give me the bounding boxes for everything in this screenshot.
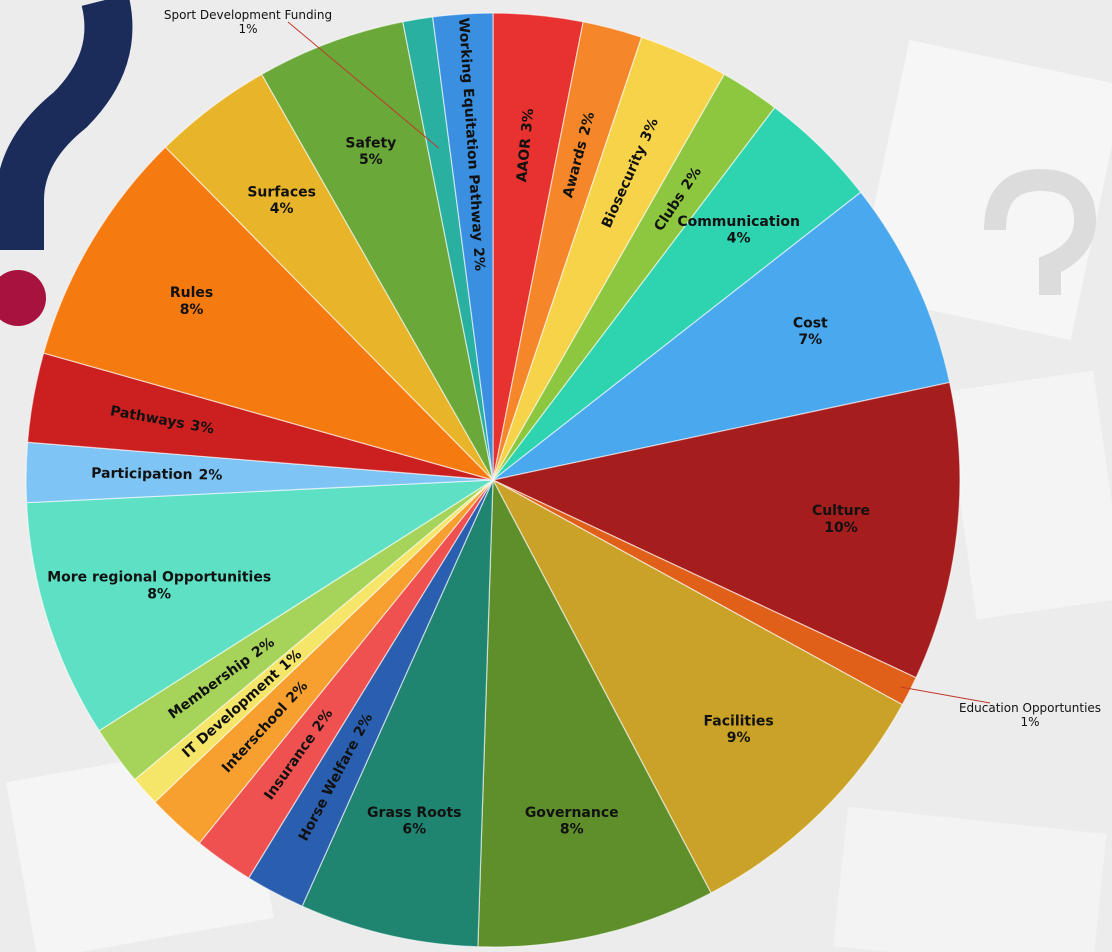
slice-label: Surfaces 4%: [247, 184, 316, 217]
slice: [491, 478, 904, 894]
slice-label: Education Opportunties 1%: [959, 700, 1101, 728]
faint-question-mark: [984, 168, 1097, 295]
category-label: Facilities: [704, 713, 774, 729]
slice-label: Governance 8%: [525, 805, 619, 838]
category-label: AAOR: [514, 137, 534, 183]
value-label: 4%: [270, 201, 294, 217]
value-label: 8%: [147, 586, 171, 602]
slice: [492, 191, 951, 481]
value-label: 1%: [1020, 715, 1039, 729]
slice-label: Participation 2%: [91, 465, 222, 483]
category-label: Cost: [793, 315, 828, 331]
question-mark: [0, 0, 133, 250]
category-label: Surfaces: [247, 184, 316, 200]
paper: [833, 806, 1107, 952]
category-label: Participation: [91, 465, 193, 483]
slice-label: Sport Development Funding 1%: [164, 7, 332, 35]
category-label: Safety: [345, 135, 396, 151]
value-label: 5%: [359, 152, 383, 168]
slice: [260, 21, 494, 481]
question-dot: [0, 270, 46, 326]
slice-label: Communication 4%: [677, 214, 800, 247]
slice-label: Facilities 9%: [704, 713, 774, 746]
slice-label: More regional Opportunities 8%: [47, 570, 271, 603]
slice: [25, 479, 496, 732]
value-label: 9%: [727, 730, 751, 746]
value-label: 3%: [519, 108, 537, 133]
pie: [25, 12, 961, 948]
value-label: 8%: [180, 302, 204, 318]
slice: [477, 477, 712, 948]
value-label: 2%: [577, 110, 599, 137]
paper: [944, 370, 1112, 620]
category-label: Grass Roots: [367, 805, 461, 821]
slice: [301, 479, 494, 948]
value-label: 2%: [198, 467, 222, 483]
slice: [491, 381, 961, 679]
leader-line: [287, 21, 440, 149]
slice-label: AAOR 3%: [514, 108, 537, 183]
value-label: 4%: [727, 231, 751, 247]
slice-label: Safety 5%: [345, 135, 396, 168]
value-label: 10%: [824, 520, 858, 536]
slice-label: Culture 10%: [812, 503, 870, 536]
category-label: Governance: [525, 805, 619, 821]
value-label: 1%: [238, 22, 257, 36]
category-label: More regional Opportunities: [47, 570, 271, 586]
leader-line: [901, 686, 991, 704]
value-label: 2%: [470, 247, 488, 272]
slice: [431, 12, 494, 481]
category-label: Sport Development Funding: [164, 7, 332, 21]
value-label: 3%: [189, 418, 215, 438]
slice-label: Grass Roots 6%: [367, 805, 461, 838]
value-label: 7%: [798, 332, 822, 348]
category-label: Communication: [677, 214, 800, 230]
category-label: Rules: [170, 285, 213, 301]
value-label: 6%: [402, 822, 426, 838]
value-label: 8%: [560, 822, 584, 838]
category-label: Education Opportunties: [959, 700, 1101, 714]
category-label: Culture: [812, 503, 870, 519]
slice-label: Rules 8%: [170, 285, 213, 318]
slice-label: Cost 7%: [793, 315, 828, 348]
slice: [42, 146, 496, 482]
